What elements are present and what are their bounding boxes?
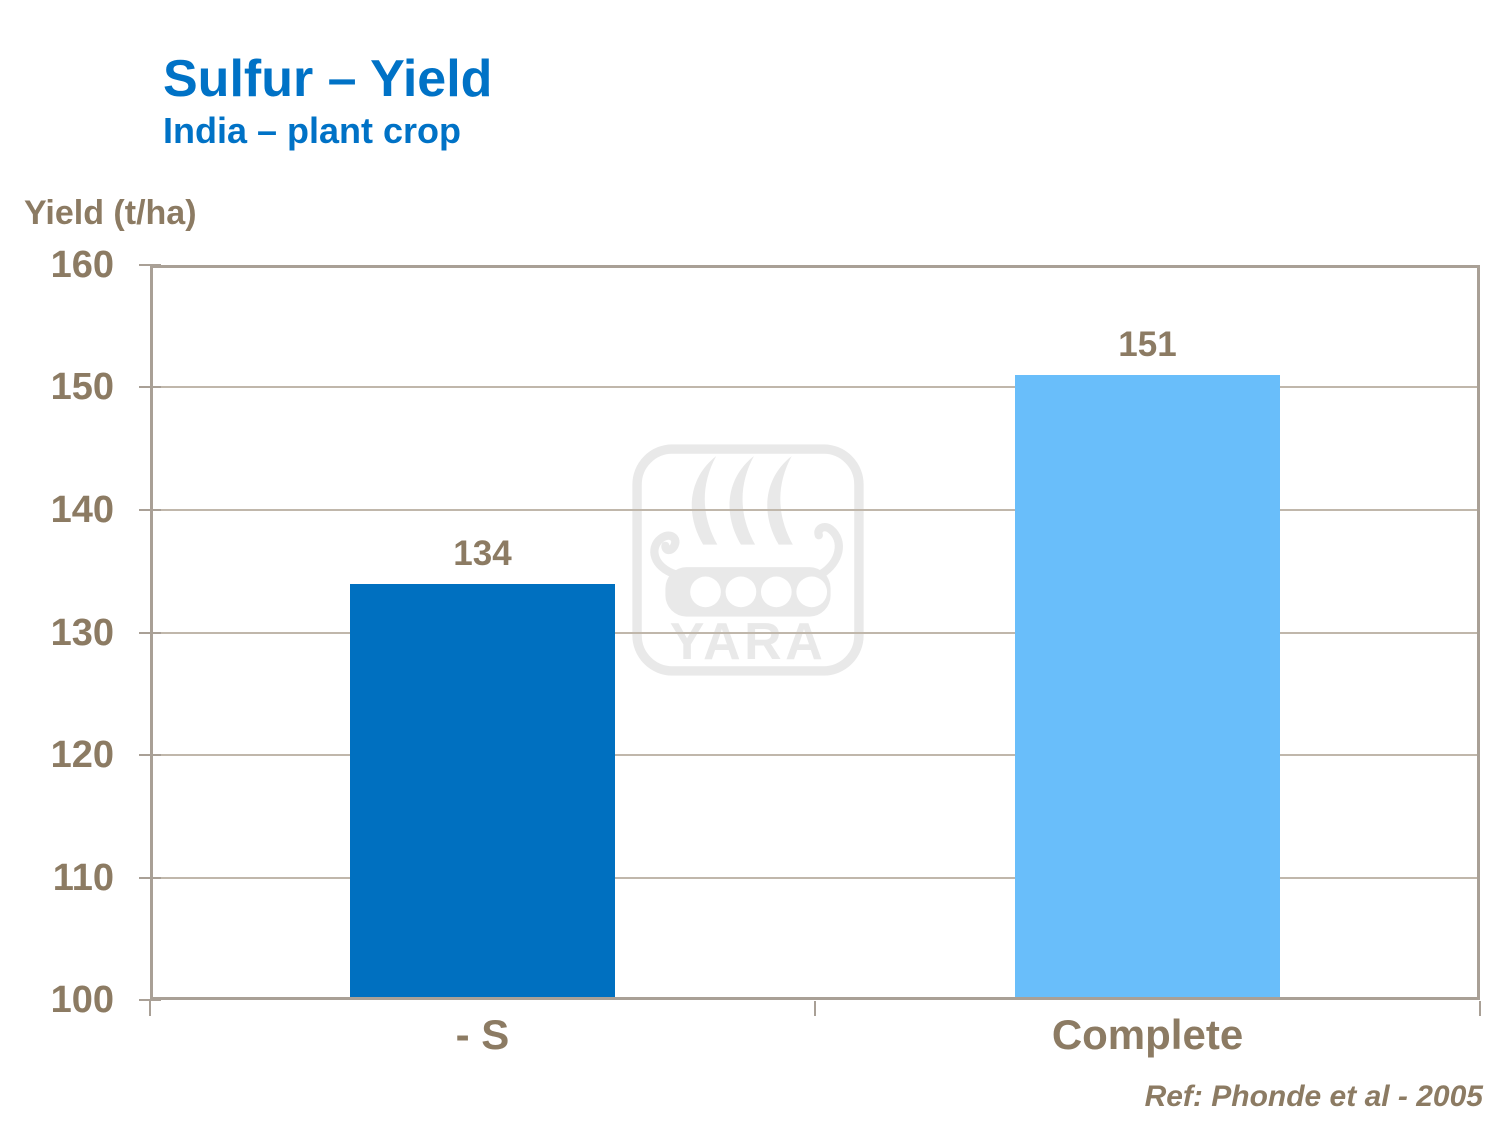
bar--S xyxy=(350,583,615,1000)
y-axis-title: Yield (t/ha) xyxy=(24,194,197,232)
y-tick-label-150: 150 xyxy=(50,366,114,409)
chart-subtitle: India – plant crop xyxy=(163,110,462,151)
x-axis-category-labels: - S Complete xyxy=(150,1014,1480,1056)
bar-Complete xyxy=(1015,375,1280,1000)
y-tick-label-100: 100 xyxy=(50,979,114,1021)
bar-group-Complete: 151 xyxy=(815,265,1480,1000)
x-axis-tick xyxy=(1479,1001,1481,1016)
y-axis-tick-100 xyxy=(139,999,161,1001)
y-tick-label-130: 130 xyxy=(50,611,114,654)
chart-title: Sulfur – Yield xyxy=(163,50,493,108)
y-axis-tick-140 xyxy=(139,508,161,511)
bar-group--S: 134 xyxy=(150,265,815,1000)
reference-citation: Ref: Phonde et al - 2005 xyxy=(1144,1080,1483,1113)
y-tick-label-120: 120 xyxy=(50,733,114,776)
y-axis-tick-150 xyxy=(139,386,161,389)
gridline-120 xyxy=(150,753,1480,756)
y-tick-label-110: 110 xyxy=(52,856,114,899)
y-tick-label-140: 140 xyxy=(50,488,114,531)
x-category-label-1: Complete xyxy=(1051,1011,1244,1058)
x-axis-tick xyxy=(814,1001,816,1016)
gridline-110 xyxy=(150,876,1480,879)
gridline-130 xyxy=(150,631,1480,634)
y-axis-tick-110 xyxy=(139,876,161,879)
plot-area: YARA 134 151 xyxy=(139,264,1481,1016)
svg-text:YARA: YARA xyxy=(670,613,826,671)
yara-logo-watermark-icon: YARA xyxy=(632,444,864,676)
x-axis-tick xyxy=(149,1001,151,1016)
y-axis-tick-120 xyxy=(139,753,161,756)
y-axis-tick-130 xyxy=(139,631,161,634)
y-tick-label-160: 160 xyxy=(50,244,114,286)
bar-value-label: 134 xyxy=(453,533,512,573)
y-axis-tick-160 xyxy=(139,264,161,266)
y-axis-tick-labels: 100 110 120 130 140 150 160 xyxy=(0,246,132,1019)
gridline-140 xyxy=(150,508,1480,511)
x-category-label-0: - S xyxy=(455,1011,510,1058)
gridline-150 xyxy=(150,386,1480,389)
bar-value-label: 151 xyxy=(1118,325,1177,365)
